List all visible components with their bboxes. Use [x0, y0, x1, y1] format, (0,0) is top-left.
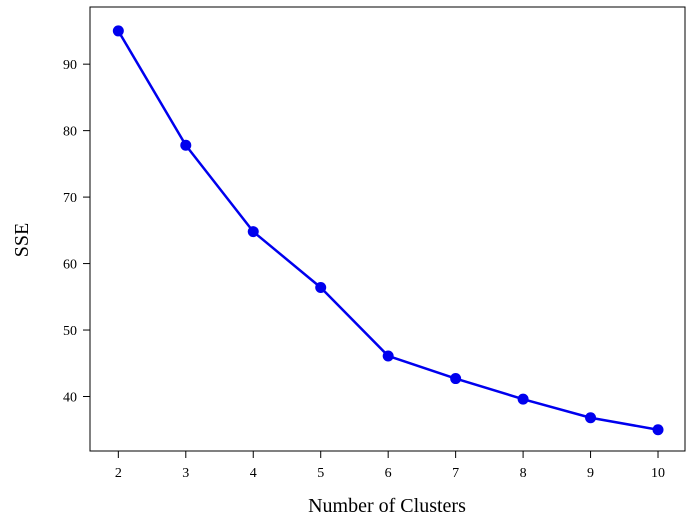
y-tick-label: 80 [63, 125, 77, 140]
data-point [585, 412, 597, 424]
y-axis: 40 50 60 70 80 90 [63, 58, 90, 405]
y-tick-label: 40 [63, 390, 77, 405]
y-axis-title: SSE [11, 223, 33, 257]
series-line [117, 30, 659, 431]
x-tick-label: 4 [250, 466, 257, 481]
x-tick-label: 6 [385, 466, 392, 481]
x-tick-label: 2 [115, 466, 122, 481]
y-tick-label: 70 [63, 191, 77, 206]
data-point [382, 350, 394, 362]
x-tick-label: 3 [182, 466, 189, 481]
x-tick-label: 5 [317, 466, 324, 481]
data-point [112, 25, 124, 37]
x-tick-label: 8 [520, 466, 527, 481]
x-tick-label: 10 [651, 466, 665, 481]
y-tick-label: 60 [63, 258, 77, 273]
plot-frame [89, 6, 686, 452]
x-tick-label: 7 [452, 466, 459, 481]
data-point [180, 139, 192, 151]
data-point [450, 373, 462, 385]
y-tick-label: 50 [63, 324, 77, 339]
x-tick-label: 9 [587, 466, 594, 481]
series-layer [112, 25, 664, 436]
data-point [517, 393, 529, 405]
data-point [652, 424, 664, 436]
data-point [315, 281, 327, 293]
y-tick-label: 90 [63, 58, 77, 73]
data-point [247, 226, 259, 238]
x-axis: 2 3 4 5 6 7 8 9 10 [115, 451, 665, 481]
x-axis-title: Number of Clusters [308, 495, 466, 517]
